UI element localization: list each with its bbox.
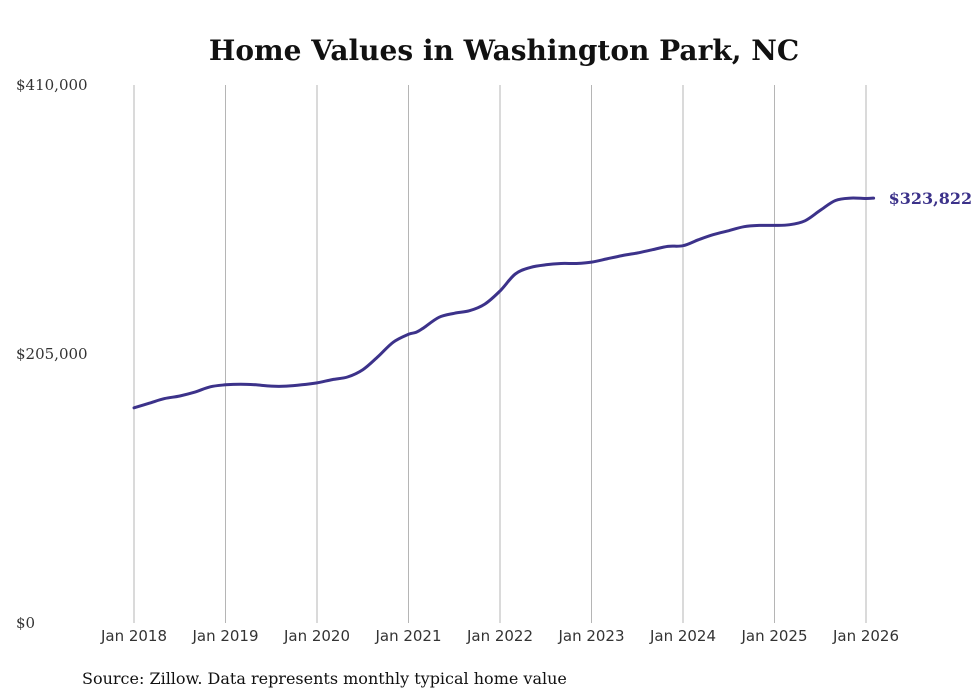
y-tick-label: $0 [16, 614, 35, 632]
x-tick-label: Jan 2021 [374, 627, 441, 645]
y-tick-label: $410,000 [16, 76, 88, 94]
x-tick-label: Jan 2018 [100, 627, 167, 645]
x-tick-label: Jan 2019 [191, 627, 258, 645]
source-note: Source: Zillow. Data represents monthly … [82, 669, 567, 688]
series-line-home-value [132, 196, 876, 410]
y-tick-label: $205,000 [16, 345, 88, 363]
x-tick-label: Jan 2025 [740, 627, 807, 645]
x-tick-label: Jan 2026 [832, 627, 899, 645]
chart-title: Home Values in Washington Park, NC [209, 34, 799, 67]
end-value-label: $323,822 [889, 189, 973, 208]
x-axis-ticks: Jan 2018 Jan 2019 Jan 2020 Jan 2021 Jan 2022… [100, 627, 899, 645]
y-axis-ticks: $0 $205,000 $410,000 [16, 76, 88, 632]
x-tick-label: Jan 2023 [557, 627, 624, 645]
x-tick-label: Jan 2020 [283, 627, 350, 645]
x-tick-label: Jan 2024 [649, 627, 716, 645]
x-tick-label: Jan 2022 [466, 627, 533, 645]
gridlines [133, 85, 867, 623]
